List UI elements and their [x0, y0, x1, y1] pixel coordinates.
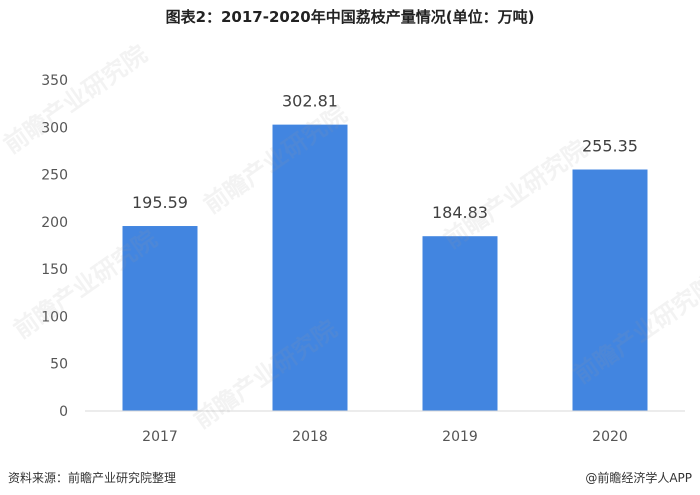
data-label-2020: 255.35 — [582, 137, 638, 156]
bar-2017 — [122, 226, 198, 411]
x-tick-label-2018: 2018 — [292, 429, 328, 445]
x-tick-label-2019: 2019 — [442, 429, 478, 445]
bar-2020 — [572, 169, 648, 411]
bars — [122, 124, 648, 411]
bar-2019 — [422, 236, 498, 411]
data-label-2017: 195.59 — [132, 193, 188, 212]
brand-credit: @前瞻经济学人APP — [585, 471, 692, 485]
y-axis: 0 50 100 150 200 250 300 350 — [41, 73, 68, 420]
chart-title: 图表2：2017-2020年中国荔枝产量情况(单位：万吨) — [165, 8, 535, 26]
value-labels: 195.59 302.81 184.83 255.35 — [132, 92, 638, 223]
y-tick-label: 150 — [41, 262, 68, 278]
bar-2018 — [272, 124, 348, 411]
bar-chart: 0 50 100 150 200 250 300 350 195.59 302.81 184.83… — [41, 73, 685, 445]
data-label-2018: 302.81 — [282, 92, 338, 111]
y-tick-label: 350 — [41, 73, 68, 89]
x-axis: 2017 2018 2019 2020 — [85, 410, 685, 445]
source-note: 资料来源：前瞻产业研究院整理 — [8, 471, 177, 485]
y-tick-label: 50 — [50, 357, 68, 373]
x-tick-label-2017: 2017 — [142, 429, 178, 445]
x-tick-label-2020: 2020 — [592, 429, 628, 445]
footer: 资料来源：前瞻产业研究院整理 @前瞻经济学人APP — [0, 465, 700, 495]
y-tick-label: 100 — [41, 309, 68, 325]
y-tick-label: 250 — [41, 168, 68, 184]
y-tick-label: 200 — [41, 215, 68, 231]
y-tick-label: 300 — [41, 120, 68, 136]
data-label-2019: 184.83 — [432, 203, 488, 222]
y-tick-label: 0 — [59, 404, 68, 420]
